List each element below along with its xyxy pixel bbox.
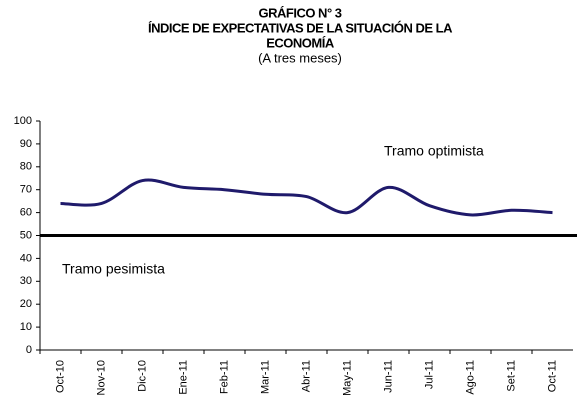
x-tick-label: May-11: [341, 360, 353, 396]
y-tick-label: 10: [20, 321, 32, 333]
y-tick-label: 40: [20, 252, 32, 264]
x-tick-label: Mar-11: [259, 360, 271, 394]
y-tick-label: 80: [20, 161, 32, 173]
chart-heading: ECONOMÍA: [266, 35, 335, 50]
chart-subtitle: (A tres meses): [258, 50, 342, 65]
x-tick-label: Ago-11: [464, 360, 476, 395]
x-tick-label: Jun-11: [382, 360, 394, 393]
chart-heading: ÍNDICE DE EXPECTATIVAS DE LA SITUACIÓN D…: [148, 20, 453, 35]
y-tick-label: 30: [20, 275, 32, 287]
series-line: [60, 178, 553, 217]
y-tick-label: 70: [20, 184, 32, 196]
y-tick-label: 20: [20, 298, 32, 310]
x-tick-label: Dic-10: [136, 360, 148, 392]
y-tick-label: 90: [20, 138, 32, 150]
x-tick-label: Oct-10: [54, 360, 66, 393]
x-tick-label: Nov-10: [95, 360, 107, 395]
y-tick-label: 0: [26, 344, 32, 356]
x-tick-label: Jul-11: [423, 360, 435, 389]
y-tick-label: 100: [14, 115, 32, 127]
x-tick-label: Feb-11: [218, 360, 230, 394]
y-tick-label: 60: [20, 207, 32, 219]
x-tick-label: Oct-11: [546, 360, 558, 392]
y-tick-label: 50: [20, 229, 32, 241]
x-tick-label: Ene-11: [177, 360, 189, 395]
annotation: Tramo optimista: [384, 143, 484, 159]
chart-title: GRÁFICO N° 3: [259, 5, 342, 20]
x-tick-label: Abr-11: [300, 360, 312, 392]
annotation: Tramo pesimista: [62, 261, 165, 277]
x-tick-label: Set-11: [505, 360, 517, 392]
